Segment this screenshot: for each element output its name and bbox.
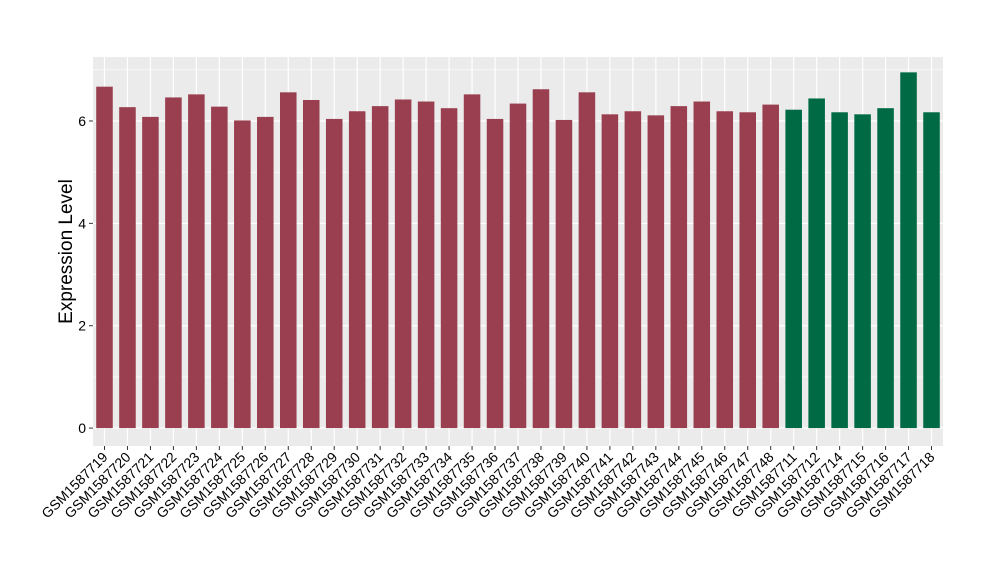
bar-GSM1587724 (211, 106, 228, 429)
bar-GSM1587721 (142, 116, 159, 429)
bar-GSM1587738 (532, 89, 550, 429)
bar-GSM1587741 (601, 114, 619, 429)
bar-GSM1587736 (486, 118, 504, 429)
bar-GSM1587711 (785, 109, 802, 429)
bar-GSM1587714 (831, 112, 848, 429)
bar-GSM1587734 (440, 108, 458, 429)
bar-GSM1587737 (509, 103, 527, 429)
bar-GSM1587717 (900, 72, 917, 429)
y-tick-label: 0 (78, 420, 86, 436)
bar-GSM1587716 (877, 108, 894, 429)
bar-GSM1587730 (348, 111, 366, 429)
bar-GSM1587725 (234, 120, 251, 429)
bars (96, 72, 940, 429)
y-axis: 0 2 4 6 (78, 113, 93, 436)
bar-GSM1587733 (417, 101, 435, 429)
bar-GSM1587731 (371, 106, 389, 429)
bar-GSM1587726 (257, 116, 274, 429)
bar-GSM1587739 (555, 119, 573, 429)
bar-GSM1587715 (854, 114, 871, 429)
bar-GSM1587744 (670, 106, 688, 429)
bar-GSM1587746 (716, 111, 734, 429)
bar-GSM1587747 (739, 112, 756, 429)
bar-GSM1587728 (302, 99, 320, 429)
bar-GSM1587729 (325, 118, 343, 429)
bar-GSM1587712 (808, 98, 825, 429)
bar-GSM1587727 (280, 92, 297, 429)
bar-GSM1587742 (624, 111, 642, 429)
bar-GSM1587718 (923, 112, 940, 429)
y-tick-label: 6 (78, 113, 86, 129)
bar-GSM1587720 (119, 107, 136, 429)
y-tick-label: 2 (78, 318, 86, 334)
bar-GSM1587722 (165, 97, 182, 429)
bar-GSM1587743 (647, 115, 665, 429)
y-tick-label: 4 (78, 215, 86, 231)
bar-GSM1587723 (188, 94, 205, 429)
bar-GSM1587732 (394, 99, 412, 429)
bar-GSM1587745 (693, 101, 711, 429)
bar-GSM1587740 (578, 92, 596, 429)
y-axis-title: Expression Level (56, 179, 77, 324)
bar-GSM1587719 (96, 86, 113, 429)
bar-GSM1587735 (463, 94, 481, 429)
bar-GSM1587748 (762, 104, 779, 429)
x-axis: GSM1587719GSM1587720GSM1587721GSM1587722… (38, 446, 938, 521)
